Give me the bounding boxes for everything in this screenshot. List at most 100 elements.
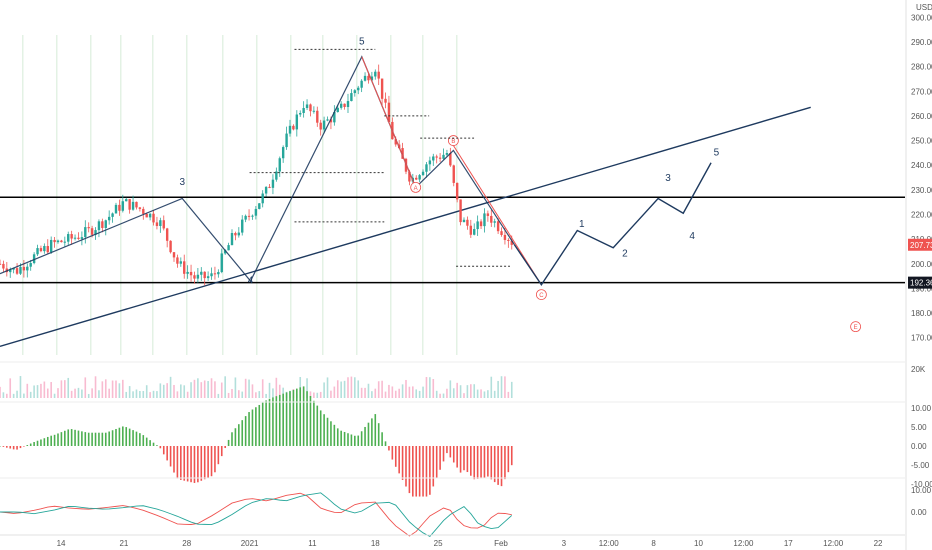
candle-body-98 [333, 111, 336, 123]
oscillator-bar-46 [156, 445, 158, 446]
oscillator-bar-100 [340, 430, 342, 446]
volume-bar-53 [180, 384, 182, 398]
oscillator-bar-108 [367, 422, 370, 446]
volume-bar-108 [367, 383, 370, 398]
candle-body-67 [227, 245, 230, 251]
volume-bar-70 [238, 390, 240, 398]
oscillator-tick-0: 10.00 [911, 404, 932, 413]
price-tick-10: 200.00 [911, 260, 932, 269]
candle-body-0 [0, 263, 2, 265]
volume-bar-147 [500, 376, 503, 398]
candle-body-124 [421, 171, 425, 176]
volume-bar-42 [142, 390, 145, 398]
oscillator-bar-122 [415, 446, 418, 497]
time-tick-11: 10 [694, 539, 703, 548]
oscillator-bar-144 [490, 446, 493, 480]
oscillator-bar-95 [323, 414, 325, 446]
session-band-11 [390, 35, 392, 355]
oscillator-bar-134 [456, 446, 458, 468]
oscillator-bar-75 [255, 407, 257, 446]
volume-bar-92 [313, 392, 315, 398]
candle-body-3 [9, 269, 12, 273]
time-tick-0: 14 [57, 539, 66, 548]
volume-bar-31 [104, 379, 107, 398]
oscillator-bar-97 [330, 421, 332, 446]
volume-bar-14 [46, 388, 49, 398]
volume-bar-125 [425, 377, 428, 398]
oscillator-bar-91 [309, 396, 312, 446]
session-band-1 [56, 35, 58, 355]
volume-bar-114 [388, 384, 390, 398]
oscillator-bar-124 [422, 446, 424, 497]
candle-body-92 [312, 110, 316, 112]
candle-body-110 [374, 71, 377, 77]
oscillator-bar-138 [470, 446, 472, 476]
oscillator-bar-20 [67, 429, 70, 446]
candle-body-99 [336, 107, 339, 112]
oscillator-bar-130 [442, 446, 445, 462]
oscillator-bar-35 [118, 427, 121, 446]
candle-body-90 [305, 104, 309, 109]
candle-body-26 [87, 227, 90, 229]
candle-body-144 [490, 215, 493, 223]
oscillator-bar-123 [418, 446, 421, 497]
volume-bar-144 [490, 376, 493, 398]
oscillator-bar-92 [313, 400, 315, 446]
oscillator-bar-148 [504, 446, 506, 480]
volume-bar-34 [115, 380, 117, 398]
oscillator-bar-88 [299, 387, 302, 446]
candlesticks [0, 64, 513, 286]
candle-body-61 [206, 276, 210, 279]
oscillator-bar-78 [265, 400, 267, 446]
circle-marker-1 [447, 135, 459, 146]
price-pane[interactable]: 3 4 5 1 2 3 4 5 A B C E [0, 36, 905, 348]
volume-bar-106 [360, 387, 363, 398]
candle-body-145 [493, 221, 496, 223]
volume-bar-12 [40, 383, 42, 398]
candle-body-77 [261, 193, 264, 204]
candle-body-123 [418, 175, 421, 180]
oscillator-bar-115 [391, 446, 394, 460]
oscillator-bar-132 [449, 446, 452, 458]
volume-bar-131 [446, 388, 448, 398]
time-tick-8: 3 [562, 539, 567, 548]
oscillator-bar-18 [60, 432, 63, 446]
volume-bar-82 [278, 384, 281, 398]
candle-body-102 [346, 101, 350, 107]
volume-bar-43 [145, 385, 148, 398]
candle-body-7 [22, 266, 26, 271]
session-band-7 [256, 35, 258, 355]
candle-body-75 [254, 208, 258, 216]
candle-body-68 [230, 232, 234, 246]
session-band-9 [322, 35, 324, 355]
oscillator-bar-121 [412, 446, 414, 497]
volume-bar-113 [384, 391, 387, 398]
volume-bar-10 [33, 385, 35, 398]
oscillator-bar-3 [9, 446, 12, 449]
candle-body-29 [97, 221, 101, 231]
candle-body-97 [329, 119, 333, 123]
session-band-12 [422, 35, 424, 355]
candle-body-86 [292, 125, 295, 130]
oscillator-bar-0 [0, 446, 1, 447]
candle-body-150 [510, 240, 513, 245]
oscillator-bar-9 [29, 443, 32, 446]
candle-body-149 [507, 239, 510, 241]
oscillator-bar-117 [398, 446, 400, 474]
volume-bar-68 [231, 388, 233, 398]
oscillator-bar-12 [40, 439, 42, 446]
volume-bar-143 [487, 390, 489, 398]
candle-body-60 [203, 271, 206, 279]
volume-bar-129 [439, 393, 441, 398]
candle-body-95 [322, 120, 326, 130]
oscillator-bar-28 [94, 432, 97, 446]
candle-body-56 [189, 271, 193, 276]
oscillator-bar-70 [238, 424, 240, 446]
candle-body-16 [53, 239, 56, 243]
candle-body-93 [316, 110, 319, 123]
oscillator-bar-139 [473, 446, 476, 480]
oscillator-bar-29 [98, 432, 100, 446]
oscillator-bar-24 [81, 431, 83, 446]
oscillator-bar-1 [2, 446, 5, 447]
